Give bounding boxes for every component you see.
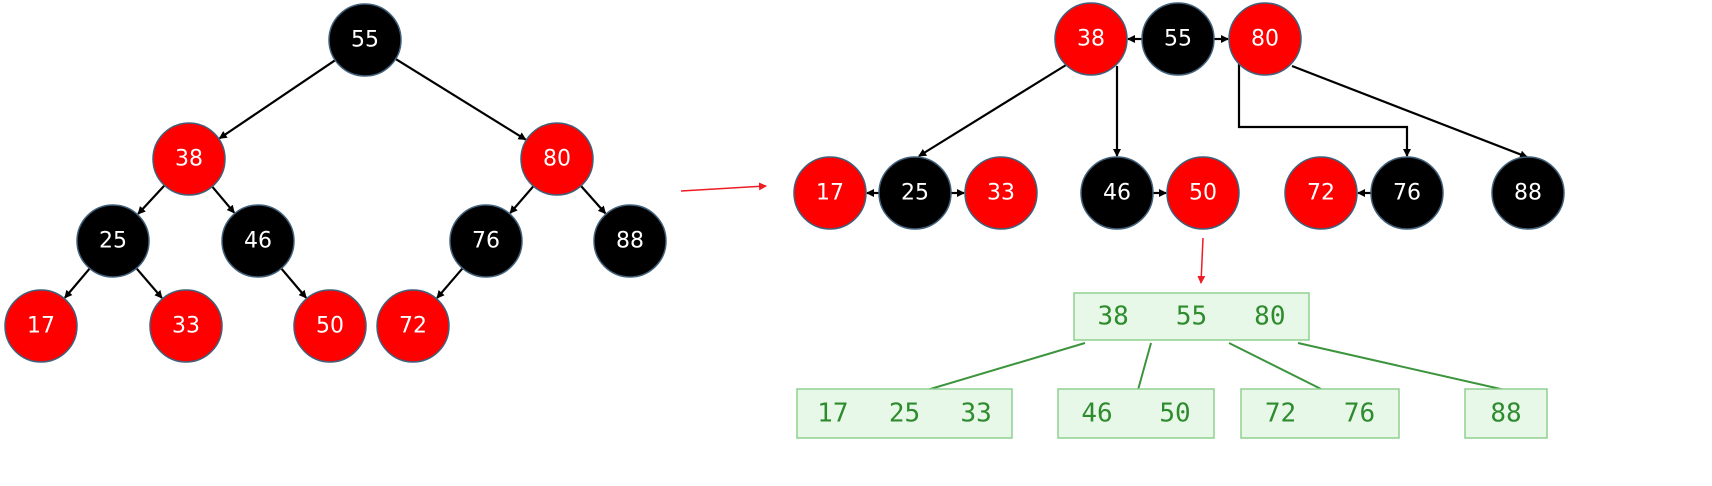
rb-tree-node-76 bbox=[449, 204, 523, 278]
grouped-tree-node-46 bbox=[1080, 156, 1154, 230]
rb-tree-node-label: 72 bbox=[399, 314, 427, 339]
rb-tree-node-label: 46 bbox=[244, 229, 272, 254]
grouped-tree-node-label: 50 bbox=[1189, 181, 1217, 206]
btree-child bbox=[1464, 388, 1548, 439]
rb-tree-node-33 bbox=[149, 289, 223, 363]
grouped-tree-node-76 bbox=[1370, 156, 1444, 230]
grouped-tree-node-17 bbox=[793, 156, 867, 230]
rb-tree-node-25 bbox=[76, 204, 150, 278]
btree-child bbox=[796, 388, 1013, 439]
grouped-tree-node-label: 38 bbox=[1077, 27, 1105, 52]
rb-tree-node-label: 88 bbox=[616, 229, 644, 254]
rb-tree-node-label: 38 bbox=[175, 147, 203, 172]
btree-child-key: 25 bbox=[889, 399, 920, 429]
btree-root-key: 38 bbox=[1098, 302, 1129, 332]
rb-tree-node-72 bbox=[376, 289, 450, 363]
grouped-tree-node-label: 46 bbox=[1103, 181, 1131, 206]
btree-edge bbox=[1297, 342, 1506, 391]
grouped-tree-node-label: 88 bbox=[1514, 181, 1542, 206]
tree-edge bbox=[211, 185, 236, 214]
btree-child-key: 17 bbox=[817, 399, 848, 429]
rb-tree-node-17 bbox=[4, 289, 78, 363]
grouped-tree-node-80 bbox=[1228, 2, 1302, 76]
rb-tree-node-label: 55 bbox=[351, 28, 379, 53]
grouped-tree-node-72 bbox=[1284, 156, 1358, 230]
rb-tree-node-80 bbox=[520, 122, 594, 196]
grouped-tree-node-label: 17 bbox=[816, 181, 844, 206]
tree-edge bbox=[137, 184, 166, 215]
child-edge bbox=[1237, 64, 1411, 157]
child-edge bbox=[918, 64, 1067, 157]
btree-edge bbox=[1137, 342, 1152, 391]
grouped-tree-node-55 bbox=[1141, 2, 1215, 76]
grouped-tree-node-38 bbox=[1054, 2, 1128, 76]
rb-tree-node-label: 33 bbox=[172, 314, 200, 339]
grouped-tree-node-label: 25 bbox=[901, 181, 929, 206]
rb-tree-node-55 bbox=[328, 3, 402, 77]
grouped-tree-node-88 bbox=[1491, 156, 1565, 230]
rb-tree-node-88 bbox=[593, 204, 667, 278]
transform-arrow bbox=[1197, 237, 1206, 284]
tree-edge bbox=[436, 267, 464, 299]
tree-edge bbox=[580, 185, 607, 215]
btree-child-key: 76 bbox=[1344, 399, 1375, 429]
btree-child-key: 46 bbox=[1081, 399, 1112, 429]
rb-tree-node-label: 25 bbox=[99, 229, 127, 254]
rb-tree-node-label: 80 bbox=[543, 147, 571, 172]
grouped-tree-node-label: 33 bbox=[987, 181, 1015, 206]
btree-root bbox=[1073, 292, 1310, 341]
grouped-tree-node-label: 80 bbox=[1251, 27, 1279, 52]
btree-child bbox=[1240, 388, 1400, 439]
rb-tree-node-label: 17 bbox=[27, 314, 55, 339]
tree-edge bbox=[395, 58, 527, 141]
grouped-tree-node-label: 76 bbox=[1393, 181, 1421, 206]
rb-tree-node-label: 76 bbox=[472, 229, 500, 254]
btree-child-key: 88 bbox=[1490, 399, 1521, 429]
grouped-tree-node-label: 55 bbox=[1164, 27, 1192, 52]
btree-child-key: 50 bbox=[1159, 399, 1190, 429]
rb-tree-node-50 bbox=[293, 289, 367, 363]
btree-root-key: 80 bbox=[1254, 302, 1285, 332]
tree-edge bbox=[509, 185, 535, 214]
child-edge bbox=[1291, 64, 1528, 159]
grouped-tree-node-50 bbox=[1166, 156, 1240, 230]
btree-child bbox=[1057, 388, 1215, 439]
rb-tree-node-38 bbox=[152, 122, 226, 196]
transform-arrow bbox=[680, 182, 767, 192]
btree-root-key: 55 bbox=[1176, 302, 1207, 332]
btree-edge bbox=[926, 342, 1086, 391]
grouped-tree-node-label: 72 bbox=[1307, 181, 1335, 206]
grouped-tree-node-25 bbox=[878, 156, 952, 230]
btree-edge bbox=[1228, 342, 1324, 391]
tree-edge bbox=[218, 59, 336, 140]
grouped-tree-node-33 bbox=[964, 156, 1038, 230]
btree-child-key: 33 bbox=[961, 399, 992, 429]
tree-edge bbox=[280, 267, 307, 299]
rb-tree-node-label: 50 bbox=[316, 314, 344, 339]
btree-child-key: 72 bbox=[1265, 399, 1296, 429]
tree-edge bbox=[64, 267, 91, 299]
tree-edge bbox=[135, 267, 163, 299]
rb-tree-node-46 bbox=[221, 204, 295, 278]
